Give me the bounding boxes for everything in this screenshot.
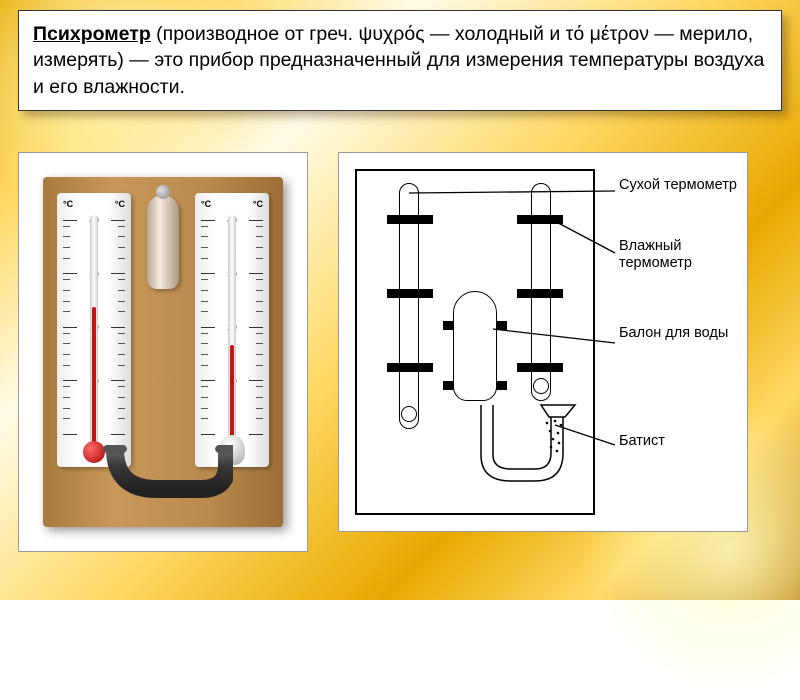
minor-tick: [201, 397, 208, 398]
minor-tick: [201, 386, 208, 387]
minor-tick: [63, 365, 70, 366]
minor-tick: [118, 397, 125, 398]
clamp: [517, 289, 563, 298]
minor-tick: [118, 333, 125, 334]
minor-tick: [63, 290, 70, 291]
minor-tick: [63, 279, 70, 280]
minor-tick: [201, 226, 208, 227]
minor-tick: [63, 354, 70, 355]
unit-label: °C: [201, 199, 211, 209]
minor-tick: [63, 343, 70, 344]
wooden-board: °C °C 403020100 °C °C 403020100: [43, 177, 283, 527]
minor-tick: [201, 354, 208, 355]
minor-tick: [256, 311, 263, 312]
schematic-labels: Сухой термометр Влажный термометр Балон …: [611, 153, 747, 531]
dry-thermometer-plate: °C °C 403020100: [57, 193, 131, 467]
minor-tick: [201, 301, 208, 302]
water-reservoir: [147, 195, 179, 289]
psychrometer-schematic: Сухой термометр Влажный термометр Балон …: [338, 152, 748, 532]
minor-tick: [118, 236, 125, 237]
clamp: [517, 215, 563, 224]
connecting-pipe: [97, 445, 233, 501]
minor-tick: [256, 226, 263, 227]
schematic-water-flask: [453, 291, 497, 401]
minor-tick: [63, 408, 70, 409]
psychrometer-photo: °C °C 403020100 °C °C 403020100: [18, 152, 308, 552]
content-row: °C °C 403020100 °C °C 403020100: [18, 152, 782, 588]
schematic-dry-bulb: [401, 406, 417, 422]
minor-tick: [201, 247, 208, 248]
minor-tick: [118, 290, 125, 291]
minor-tick: [256, 258, 263, 259]
minor-tick: [256, 333, 263, 334]
unit-label: °C: [115, 199, 125, 209]
minor-tick: [201, 408, 208, 409]
minor-tick: [201, 279, 208, 280]
minor-tick: [201, 290, 208, 291]
minor-tick: [118, 279, 125, 280]
minor-tick: [256, 343, 263, 344]
label-water-flask: Балон для воды: [619, 325, 739, 342]
thermometer-fluid: [92, 307, 96, 455]
label-wet-thermometer: Влажный термометр: [619, 238, 739, 271]
minor-tick: [63, 397, 70, 398]
minor-tick: [63, 226, 70, 227]
minor-tick: [256, 386, 263, 387]
minor-tick: [63, 311, 70, 312]
minor-tick: [63, 301, 70, 302]
schematic-frame: [355, 169, 595, 515]
minor-tick: [118, 311, 125, 312]
minor-tick: [118, 258, 125, 259]
definition-card: Психрометр (производное от греч. ψυχρός …: [18, 10, 782, 111]
clamp: [387, 215, 433, 224]
minor-tick: [201, 311, 208, 312]
minor-tick: [201, 418, 208, 419]
clamp: [387, 289, 433, 298]
minor-tick: [256, 354, 263, 355]
minor-tick: [63, 236, 70, 237]
minor-tick: [118, 247, 125, 248]
minor-tick: [118, 343, 125, 344]
minor-tick: [118, 226, 125, 227]
minor-tick: [63, 247, 70, 248]
minor-tick: [201, 258, 208, 259]
minor-tick: [63, 418, 70, 419]
minor-tick: [118, 365, 125, 366]
minor-tick: [256, 247, 263, 248]
minor-tick: [63, 258, 70, 259]
minor-tick: [256, 418, 263, 419]
minor-tick: [256, 365, 263, 366]
minor-tick: [201, 333, 208, 334]
minor-tick: [118, 386, 125, 387]
minor-tick: [118, 301, 125, 302]
clamp: [387, 363, 433, 372]
minor-tick: [63, 333, 70, 334]
schematic-j-pipe: [471, 405, 581, 491]
schematic-wet-bulb: [533, 378, 549, 394]
minor-tick: [118, 408, 125, 409]
label-wick: Батист: [619, 433, 739, 450]
minor-tick: [63, 386, 70, 387]
unit-label: °C: [63, 199, 73, 209]
minor-tick: [256, 290, 263, 291]
unit-label: °C: [253, 199, 263, 209]
minor-tick: [256, 408, 263, 409]
minor-tick: [256, 397, 263, 398]
minor-tick: [256, 236, 263, 237]
minor-tick: [118, 418, 125, 419]
minor-tick: [256, 279, 263, 280]
minor-tick: [201, 236, 208, 237]
minor-tick: [118, 354, 125, 355]
wet-thermometer-plate: °C °C 403020100: [195, 193, 269, 467]
clamp: [517, 363, 563, 372]
minor-tick: [201, 365, 208, 366]
minor-tick: [201, 343, 208, 344]
minor-tick: [256, 301, 263, 302]
label-dry-thermometer: Сухой термометр: [619, 177, 739, 194]
term-title: Психрометр: [33, 23, 151, 45]
